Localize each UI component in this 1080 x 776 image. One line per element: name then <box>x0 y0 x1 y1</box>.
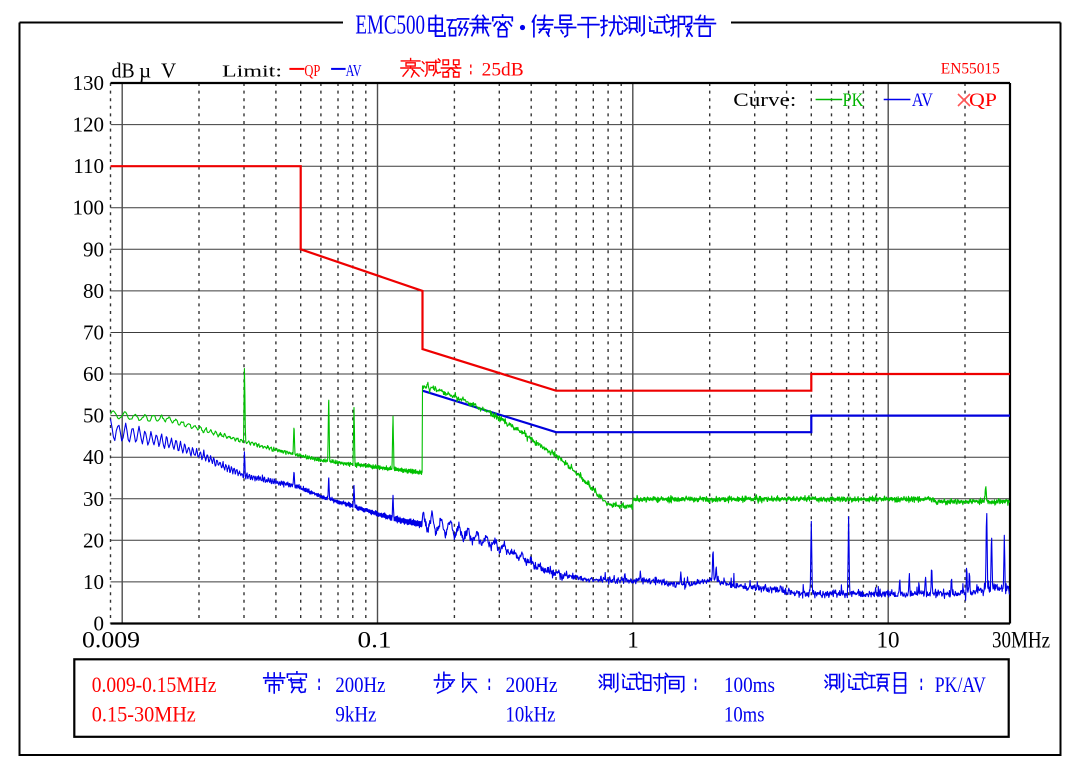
svg-text:PK/AV: PK/AV <box>935 672 986 697</box>
svg-text:V: V <box>161 59 176 83</box>
svg-text:30: 30 <box>83 487 104 511</box>
svg-text:QP: QP <box>969 90 997 111</box>
svg-text:Limit:: Limit: <box>222 61 282 80</box>
svg-text:EMC500: EMC500 <box>355 10 425 40</box>
svg-text:50: 50 <box>83 404 104 428</box>
svg-text:100ms: 100ms <box>724 672 775 697</box>
svg-text:0.1: 0.1 <box>358 628 392 653</box>
svg-text:130: 130 <box>73 71 105 95</box>
svg-text:AV: AV <box>346 61 363 80</box>
svg-text:70: 70 <box>83 321 104 345</box>
svg-text:120: 120 <box>73 113 105 137</box>
svg-text:9kHz: 9kHz <box>335 702 376 727</box>
svg-text:30MHz: 30MHz <box>992 628 1050 653</box>
svg-text:PK: PK <box>843 90 864 111</box>
svg-text:200Hz: 200Hz <box>335 672 385 697</box>
svg-text:dB: dB <box>112 59 135 83</box>
svg-text:AV: AV <box>912 90 933 111</box>
svg-text:80: 80 <box>83 279 104 303</box>
svg-text:0.009: 0.009 <box>82 628 140 653</box>
svg-text:110: 110 <box>73 154 104 178</box>
svg-text:10kHz: 10kHz <box>506 702 556 727</box>
svg-text:1: 1 <box>627 628 639 653</box>
svg-text:µ: µ <box>139 59 151 83</box>
svg-text:200Hz: 200Hz <box>506 672 558 697</box>
svg-text:Curve:: Curve: <box>733 90 796 111</box>
svg-text:0: 0 <box>94 612 105 636</box>
svg-text:25dB: 25dB <box>482 60 524 81</box>
svg-text:60: 60 <box>83 362 104 386</box>
svg-text:QP: QP <box>304 61 320 80</box>
svg-text:100: 100 <box>73 196 105 220</box>
svg-text:0.15-30MHz: 0.15-30MHz <box>92 702 196 727</box>
svg-text:10: 10 <box>83 570 104 594</box>
svg-text:90: 90 <box>83 237 104 261</box>
svg-text:20: 20 <box>83 528 104 552</box>
svg-text:40: 40 <box>83 445 104 469</box>
svg-text:10ms: 10ms <box>724 702 765 727</box>
svg-text:EN55015: EN55015 <box>941 61 1000 78</box>
svg-text:10: 10 <box>877 628 900 653</box>
svg-text:0.009-0.15MHz: 0.009-0.15MHz <box>92 672 217 697</box>
